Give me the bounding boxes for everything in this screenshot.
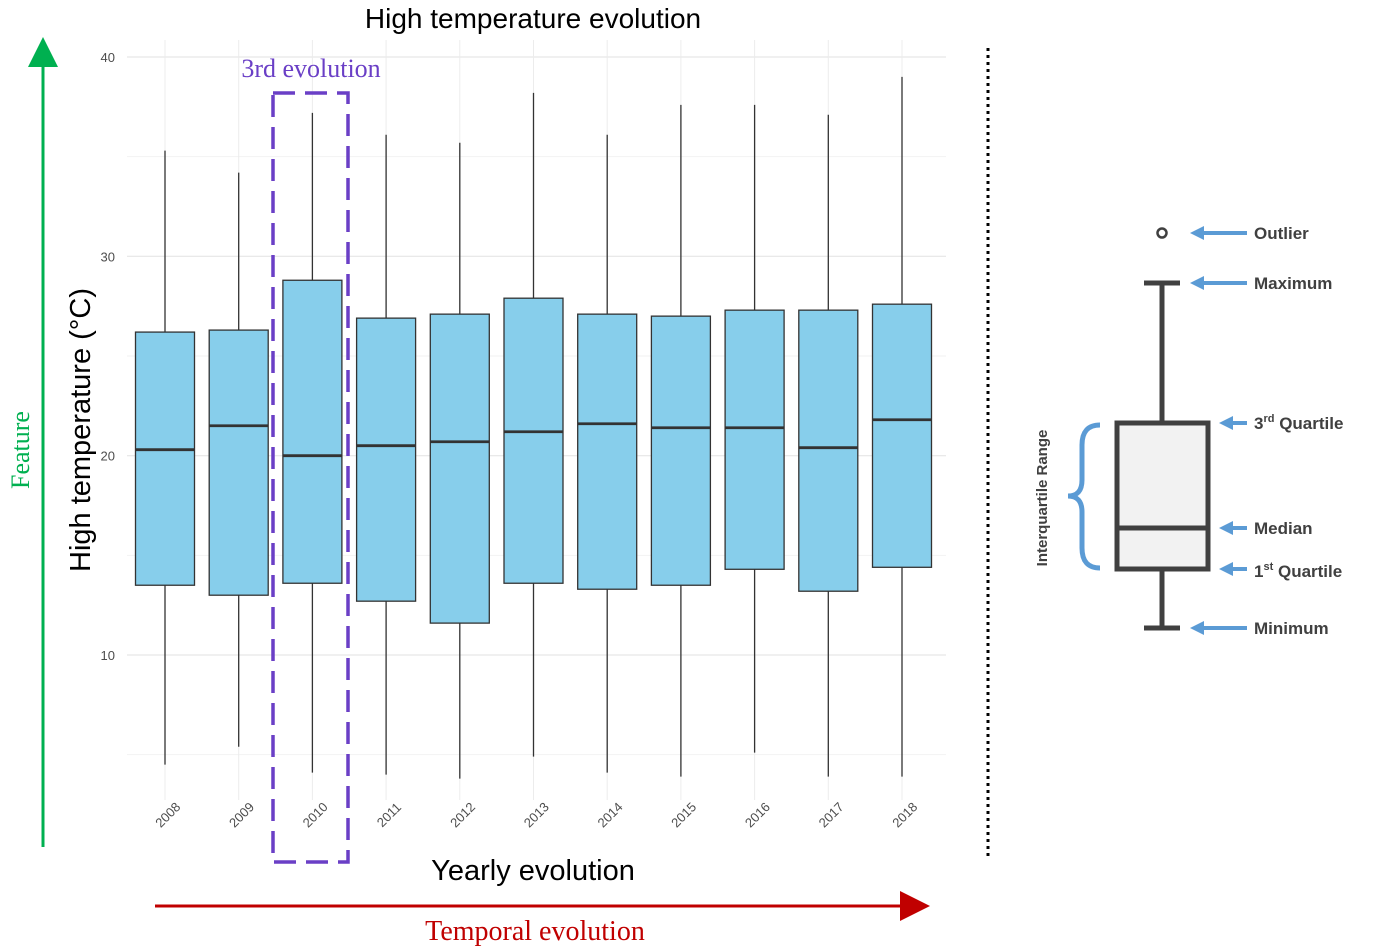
feature-arrow: Feature [6,37,58,847]
legend-iqr-brace [1067,422,1101,571]
iqr-box [355,317,417,602]
chart-title: High temperature evolution [365,3,701,34]
box-series [134,76,933,779]
x-tick-label: 2012 [447,799,478,830]
legend-maximum-label: Maximum [1254,274,1332,293]
iqr-box [724,309,785,570]
box-2014 [577,134,638,773]
temporal-arrow: Temporal evolution [155,891,930,946]
box-2013 [503,92,564,757]
legend-minimum-label: Minimum [1254,619,1329,638]
legend-iqr-label: Interquartile Range [1034,430,1051,567]
box-2010 [282,112,343,773]
box-2011 [355,134,417,775]
boxplot-chart: 10 20 30 40 2008 2009 2010 2011 2012 2013 2014 201… [65,3,946,887]
x-tick-label: 2010 [300,799,331,830]
legend-arrow-head [1190,226,1204,240]
iqr-box [282,279,343,584]
iqr-box [650,315,712,586]
box-2016 [724,104,785,753]
legend-outlier-point [1156,227,1168,239]
x-tick-label: 2011 [374,800,404,830]
legend-arrows [1190,226,1247,635]
legend-outlier-label: Outlier [1254,224,1309,243]
y-tick-label: 10 [101,648,115,663]
iqr-box [134,331,196,586]
legend-arrow-head [1190,276,1204,290]
boxplot-legend: Interquartile Range Outlier Maximum 3rd … [1034,224,1343,638]
legend-arrow-head [1219,416,1233,430]
y-tick-label: 20 [101,449,115,464]
highlight-label: 3rd evolution [241,54,380,83]
box-2009 [208,172,269,747]
y-tick-labels: 10 20 30 40 [101,50,115,663]
x-tick-label: 2016 [742,799,773,830]
box-2017 [798,114,859,777]
box-2018 [871,76,933,777]
y-axis-label: High temperature (°C) [65,288,97,572]
x-tick-label: 2009 [226,799,257,830]
box-2012 [429,142,490,779]
legend-arrow-head [1219,562,1233,576]
x-tick-labels: 2008 2009 2010 2011 2012 2013 2014 2015 2016 2017… [152,799,920,830]
legend-box [1114,420,1211,572]
x-tick-label: 2018 [889,799,920,830]
x-tick-label: 2008 [152,799,183,830]
iqr-box [577,313,638,590]
x-tick-label: 2015 [668,799,699,830]
feature-arrow-label: Feature [6,411,35,489]
iqr-box [798,309,859,592]
x-axis-label: Yearly evolution [431,855,635,887]
y-tick-label: 40 [101,50,115,65]
iqr-box [871,303,933,568]
legend-arrow-head [1219,521,1233,535]
x-tick-label: 2014 [594,799,625,830]
x-tick-label: 2013 [521,799,552,830]
temporal-arrow-label: Temporal evolution [425,916,645,946]
iqr-box [208,329,269,596]
iqr-box [503,297,564,584]
legend-q1-label: 1st Quartile [1254,561,1342,581]
highlight-dashed-box [271,91,350,864]
legend-arrow-head [1190,621,1204,635]
iqr-box [429,313,490,624]
legend-q3-label: 3rd Quartile [1254,413,1343,433]
highlight-annotation: 3rd evolution [241,54,381,864]
x-tick-label: 2017 [816,799,847,830]
legend-median-label: Median [1254,519,1313,538]
box-2015 [650,104,712,777]
y-tick-label: 30 [101,249,115,264]
box-2008 [134,150,196,765]
